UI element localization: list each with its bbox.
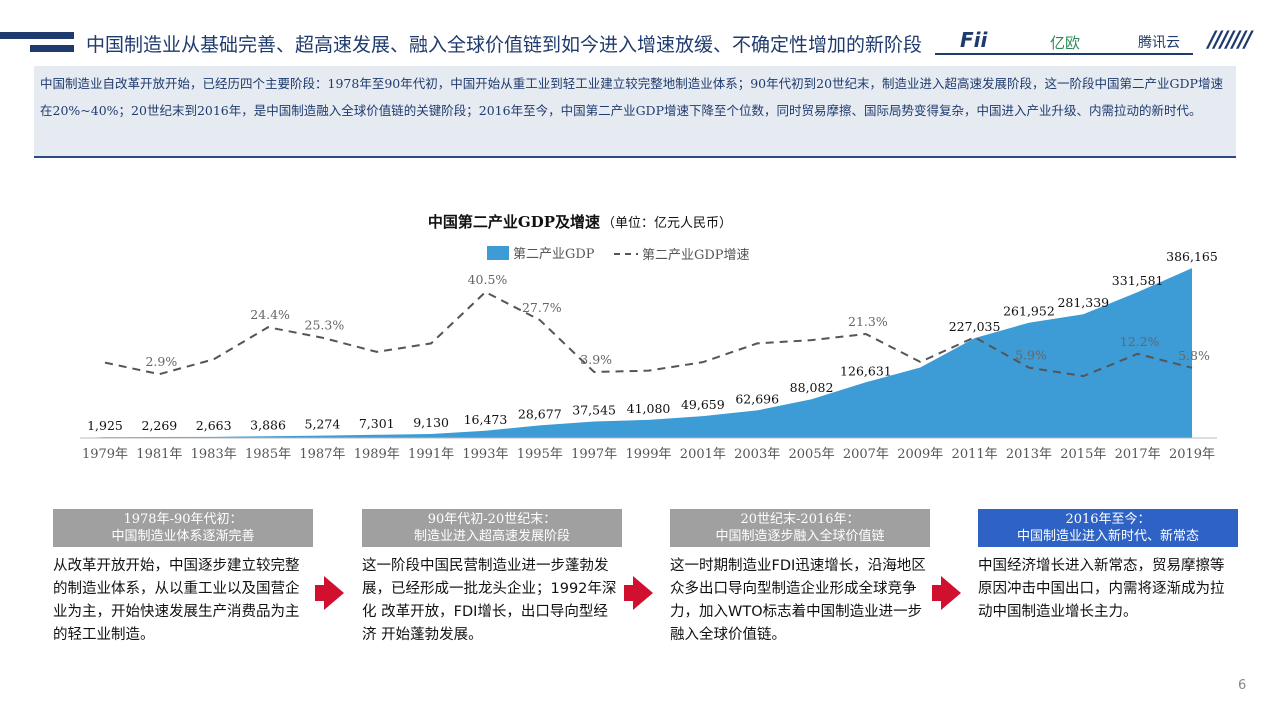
stage-title: 90年代初-20世纪末：	[427, 512, 557, 527]
arrow	[932, 585, 942, 601]
chart-subtitle: （单位：亿元人民币）	[602, 216, 732, 231]
stage-text: 这一时期制造业FDI迅速增长，沿海地区众多出口导向型制造企业形成全球竞争力，加入…	[670, 558, 926, 643]
x-tick-label: 2007年	[843, 447, 889, 462]
stage-title: 中国制造逐步融入全球价值链	[715, 529, 885, 544]
x-tick-label: 1989年	[354, 447, 400, 462]
arrow	[315, 585, 325, 601]
data-label: 88,082	[790, 380, 834, 395]
data-label: 12.2%	[1120, 334, 1160, 349]
deco-bar	[30, 45, 74, 52]
data-label: 5,274	[305, 417, 341, 432]
arrow	[941, 576, 961, 610]
stage-header: 1978年-90年代初： 中国制造业体系逐渐完善	[53, 509, 313, 547]
data-label: 49,659	[681, 397, 725, 412]
logo: Fii	[960, 28, 988, 52]
x-tick-label: 1997年	[571, 447, 617, 462]
chart: 中国第二产业GDP及增速 （单位：亿元人民币） 第二产业GDP 第二产业GDP增速…	[80, 213, 1218, 462]
data-label: 331,581	[1112, 273, 1164, 288]
data-label: 41,080	[627, 401, 671, 416]
x-tick-label: 2005年	[789, 447, 835, 462]
chart-title: 中国第二产业GDP及增速	[428, 213, 600, 231]
stage-header: 90年代初-20世纪末： 制造业进入超高速发展阶段	[362, 509, 622, 547]
arrow	[624, 585, 634, 601]
data-label: 227,035	[949, 319, 1001, 334]
legend-label: 第二产业GDP增速	[642, 248, 750, 263]
x-tick-label: 1981年	[136, 447, 182, 462]
x-tick-label: 1991年	[408, 447, 454, 462]
x-tick-label: 1995年	[517, 447, 563, 462]
stage-title: 2016年至今：	[1065, 512, 1151, 527]
data-label: 281,339	[1057, 295, 1109, 310]
x-tick-label: 1987年	[299, 447, 345, 462]
data-label: 27.7%	[522, 300, 562, 315]
stage: 1978年-90年代初： 中国制造业体系逐渐完善从改革开放开始，中国逐步建立较完整…	[53, 509, 313, 647]
data-label: 24.4%	[250, 307, 290, 322]
data-label: 3.9%	[580, 352, 612, 367]
legend-swatch	[487, 246, 509, 260]
stage-header: 2016年至今： 中国制造业进入新时代、新常态	[978, 509, 1238, 547]
stage-text: 这一阶段中国民营制造业进一步蓬勃发展，已经形成一批龙头企业；1992年深化 改革…	[362, 558, 617, 643]
data-label: 9,130	[413, 415, 449, 430]
x-tick-label: 1979年	[82, 447, 128, 462]
deco-bar	[0, 32, 74, 39]
x-tick-label: 2009年	[897, 447, 943, 462]
stage-title: 中国制造业进入新时代、新常态	[1016, 529, 1199, 544]
data-label: 126,631	[840, 363, 892, 378]
data-label: 40.5%	[468, 272, 508, 287]
x-tick-label: 2015年	[1060, 447, 1106, 462]
x-tick-label: 2013年	[1006, 447, 1052, 462]
x-tick-label: 1985年	[245, 447, 291, 462]
x-tick-label: 2019年	[1169, 447, 1215, 462]
data-label: 3,886	[250, 417, 286, 432]
x-tick-label: 1983年	[191, 447, 237, 462]
summary: 中国制造业自改革开放开始，已经历四个主要阶段：1978年至90年代初，中国开始从…	[34, 66, 1236, 158]
data-label: 261,952	[1003, 304, 1055, 319]
header-rule	[935, 53, 1193, 55]
data-label: 25.3%	[305, 318, 345, 333]
arrow	[633, 576, 653, 610]
stage: 20世纪末-2016年： 中国制造逐步融入全球价值链这一时期制造业FDI迅速增长，…	[670, 509, 930, 647]
data-label: 7,301	[359, 416, 395, 431]
data-label: 5.8%	[1178, 348, 1210, 363]
stage-title: 制造业进入超高速发展阶段	[413, 529, 570, 544]
x-tick-label: 1993年	[462, 447, 508, 462]
data-label: 2,269	[141, 418, 177, 433]
logo: 亿欧	[1050, 34, 1081, 52]
data-label: 1,925	[87, 418, 123, 433]
data-label: 2.9%	[145, 354, 177, 369]
data-label: 5.9%	[1015, 348, 1047, 363]
stage: 90年代初-20世纪末： 制造业进入超高速发展阶段这一阶段中国民营制造业进一步蓬勃…	[362, 509, 622, 647]
data-label: 62,696	[735, 391, 779, 406]
stage: 2016年至今： 中国制造业进入新时代、新常态中国经济增长进入新常态，贸易摩擦等原…	[978, 509, 1238, 624]
stage-text: 从改革开放开始，中国逐步建立较完整的制造业体系，从以重工业以及国营企业为主，开始…	[53, 558, 300, 643]
page-number: 6	[1238, 678, 1247, 693]
line	[104, 290, 1193, 378]
x-tick-label: 2003年	[734, 447, 780, 462]
stage-header: 20世纪末-2016年： 中国制造逐步融入全球价值链	[670, 509, 930, 547]
stage-title: 20世纪末-2016年：	[740, 512, 860, 527]
deco-slashes: ///////	[1208, 28, 1252, 53]
stage-title: 1978年-90年代初：	[123, 512, 243, 527]
arrow	[324, 576, 344, 610]
x-tick-label: 2001年	[680, 447, 726, 462]
data-label: 21.3%	[848, 314, 888, 329]
data-label: 2,663	[196, 418, 232, 433]
area	[80, 268, 1192, 438]
data-label: 37,545	[572, 402, 616, 417]
x-tick-label: 2017年	[1115, 447, 1161, 462]
page-title: 中国制造业从基础完善、超高速发展、融入全球价值链到如今进入增速放缓、不确定性增加…	[86, 34, 923, 56]
legend-label: 第二产业GDP	[513, 247, 595, 262]
stage-text: 中国经济增长进入新常态，贸易摩擦等原因冲击中国出口，内需将逐渐成为拉动中国制造业…	[978, 558, 1225, 620]
stage-title: 中国制造业体系逐渐完善	[111, 529, 255, 544]
data-label: 16,473	[464, 412, 508, 427]
logo: 腾讯云	[1138, 35, 1180, 51]
x-tick-label: 2011年	[952, 447, 998, 462]
data-label: 28,677	[518, 406, 562, 421]
x-tick-label: 1999年	[625, 447, 671, 462]
data-label: 386,165	[1166, 249, 1218, 264]
